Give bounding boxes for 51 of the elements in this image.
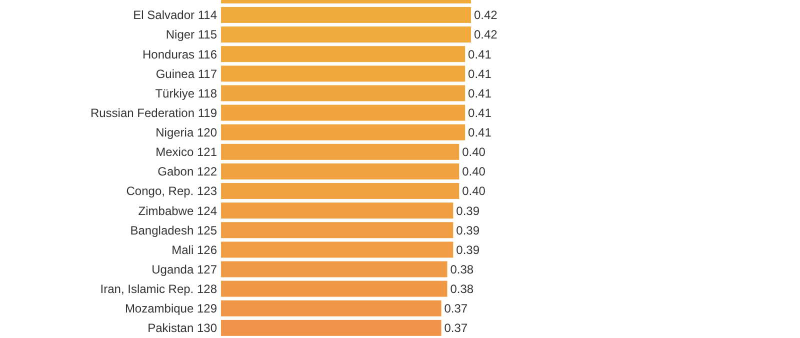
y-tick-label: Honduras 116	[142, 47, 218, 62]
data-label: 0.40	[462, 145, 486, 160]
y-tick-label: Russian Federation 119	[90, 106, 218, 120]
data-label: 0.39	[456, 204, 480, 218]
bar	[221, 202, 454, 219]
data-label: 0.41	[468, 86, 492, 100]
bar	[221, 320, 442, 336]
y-tick-label: Iran, Islamic Rep. 128	[100, 282, 218, 296]
data-label: 0.41	[468, 66, 492, 81]
bar	[221, 163, 460, 180]
y-tick-label: Mali 126	[172, 242, 218, 257]
bar	[221, 242, 454, 258]
bar	[221, 124, 466, 140]
y-tick-label: Niger 115	[166, 28, 218, 42]
data-label: 0.39	[456, 223, 480, 238]
y-tick-label: Pakistan 130	[148, 321, 218, 336]
y-tick-label: Mozambique 129	[124, 302, 218, 316]
bar	[221, 85, 466, 102]
data-label: 0.41	[468, 126, 492, 140]
bar	[221, 183, 460, 199]
data-label: 0.37	[444, 302, 468, 316]
y-tick-label: Zimbabwe 124	[138, 204, 218, 218]
data-label: 0.40	[462, 164, 486, 179]
y-tick-label: Bangladesh 125	[130, 223, 218, 238]
y-tick-label: El Salvador 114	[133, 8, 218, 22]
bar	[221, 26, 471, 43]
data-label: 0.39	[456, 242, 480, 257]
bar	[221, 46, 466, 62]
bar	[221, 222, 454, 238]
y-tick-label: Congo, Rep. 123	[126, 184, 218, 198]
y-tick-label: Nigeria 120	[156, 126, 218, 140]
bar	[221, 261, 448, 278]
bar	[221, 300, 442, 316]
bar	[221, 144, 460, 160]
bar	[221, 6, 471, 23]
y-tick-label: Guinea 117	[156, 66, 218, 81]
data-label: 0.41	[468, 47, 492, 62]
data-label: 0.42	[474, 28, 498, 42]
data-label: 0.38	[450, 282, 474, 296]
y-tick-label: Mexico 121	[156, 145, 218, 160]
data-label: 0.40	[462, 184, 486, 198]
data-label: 0.37	[444, 321, 468, 336]
y-tick-label: Uganda 127	[152, 262, 218, 276]
bar	[221, 280, 448, 297]
data-label: 0.42	[474, 8, 498, 22]
data-label: 0.38	[450, 262, 474, 276]
data-label: 0.41	[468, 106, 492, 120]
y-tick-label: Türkiye 118	[155, 86, 218, 100]
y-tick-label: Gabon 122	[158, 164, 218, 179]
bar	[221, 66, 466, 82]
bar	[221, 104, 466, 121]
